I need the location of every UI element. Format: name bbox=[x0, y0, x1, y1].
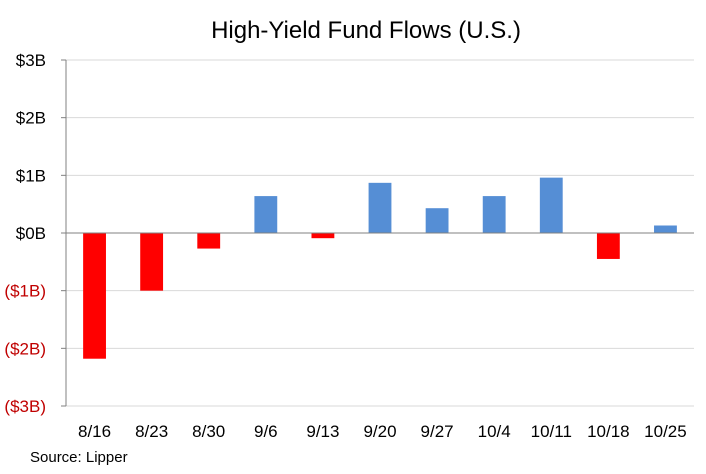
bar-9-6 bbox=[254, 196, 278, 233]
axes bbox=[61, 59, 694, 407]
y-tick-label: $3B bbox=[16, 51, 46, 70]
chart-title: High-Yield Fund Flows (U.S.) bbox=[211, 17, 521, 44]
x-tick-labels: 8/16 8/23 8/30 9/6 9/13 9/20 9/27 10/4 10/11 10/1… bbox=[78, 422, 687, 441]
bar-10-25 bbox=[654, 225, 677, 233]
x-tick-label: 10/4 bbox=[478, 422, 511, 441]
bar-10-11 bbox=[539, 177, 563, 233]
bar-10-4 bbox=[482, 196, 506, 233]
x-tick-label: 10/18 bbox=[587, 422, 630, 441]
x-tick-label: 10/25 bbox=[644, 422, 687, 441]
bars bbox=[83, 177, 677, 359]
bar-8-16 bbox=[83, 233, 106, 359]
y-tick-labels: $3B $2B $1B $0B ($1B) ($2B) ($3B) bbox=[4, 51, 46, 416]
y-tick-label: $0B bbox=[16, 224, 46, 243]
y-tick-label: ($2B) bbox=[4, 339, 46, 358]
x-tick-label: 8/16 bbox=[78, 422, 111, 441]
x-tick-label: 10/11 bbox=[531, 422, 572, 441]
x-tick-label: 9/20 bbox=[363, 422, 396, 441]
x-tick-label: 8/30 bbox=[192, 422, 225, 441]
x-tick-label: 9/6 bbox=[254, 422, 278, 441]
x-tick-label: 9/13 bbox=[306, 422, 339, 441]
bar-8-30 bbox=[197, 233, 221, 249]
bar-9-27 bbox=[425, 208, 449, 233]
y-tick-label: $2B bbox=[16, 109, 46, 128]
bar-9-13 bbox=[311, 233, 335, 239]
y-tick-label: $1B bbox=[16, 166, 46, 185]
source-note: Source: Lipper bbox=[30, 449, 128, 466]
bar-10-18 bbox=[596, 233, 620, 259]
y-tick-label: ($1B) bbox=[4, 282, 46, 301]
bar-8-23 bbox=[140, 233, 164, 291]
gridlines bbox=[66, 59, 694, 407]
y-tick-label: ($3B) bbox=[4, 397, 46, 416]
x-tick-label: 8/23 bbox=[135, 422, 168, 441]
x-tick-label: 9/27 bbox=[421, 422, 454, 441]
bar-9-20 bbox=[368, 182, 392, 233]
